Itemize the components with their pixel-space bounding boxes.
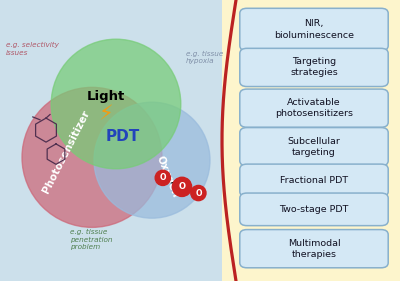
- FancyBboxPatch shape: [240, 8, 388, 51]
- Text: e.g. tissue
penetration
problem: e.g. tissue penetration problem: [70, 229, 112, 250]
- Text: Subcellular
targeting: Subcellular targeting: [288, 137, 340, 157]
- FancyBboxPatch shape: [240, 89, 388, 127]
- FancyBboxPatch shape: [240, 230, 388, 268]
- FancyBboxPatch shape: [240, 193, 388, 226]
- Text: PDT: PDT: [106, 129, 140, 144]
- Text: O: O: [178, 182, 186, 191]
- Ellipse shape: [191, 185, 206, 201]
- Ellipse shape: [22, 87, 162, 227]
- FancyBboxPatch shape: [240, 48, 388, 87]
- FancyBboxPatch shape: [240, 164, 388, 197]
- Text: Fractional PDT: Fractional PDT: [280, 176, 348, 185]
- Ellipse shape: [94, 102, 210, 218]
- Text: e.g. selectivity
issues: e.g. selectivity issues: [6, 42, 59, 56]
- Text: NIR,
bioluminescence: NIR, bioluminescence: [274, 19, 354, 40]
- Text: e.g. tissue
hypoxia: e.g. tissue hypoxia: [186, 51, 223, 64]
- Text: Two-stage PDT: Two-stage PDT: [279, 205, 349, 214]
- Text: O: O: [160, 173, 166, 182]
- Text: ⚡: ⚡: [99, 104, 113, 124]
- Text: O: O: [195, 189, 202, 198]
- Text: Photosensitizer: Photosensitizer: [41, 108, 91, 195]
- Ellipse shape: [172, 177, 192, 196]
- Text: Light: Light: [87, 90, 125, 103]
- FancyBboxPatch shape: [222, 0, 400, 281]
- Ellipse shape: [155, 170, 170, 185]
- Ellipse shape: [51, 39, 181, 169]
- Text: Multimodal
therapies: Multimodal therapies: [288, 239, 340, 259]
- Text: Targeting
strategies: Targeting strategies: [290, 57, 338, 78]
- FancyBboxPatch shape: [240, 128, 388, 166]
- Text: Oxygen: Oxygen: [154, 155, 180, 200]
- Text: Activatable
photosensitizers: Activatable photosensitizers: [275, 98, 353, 118]
